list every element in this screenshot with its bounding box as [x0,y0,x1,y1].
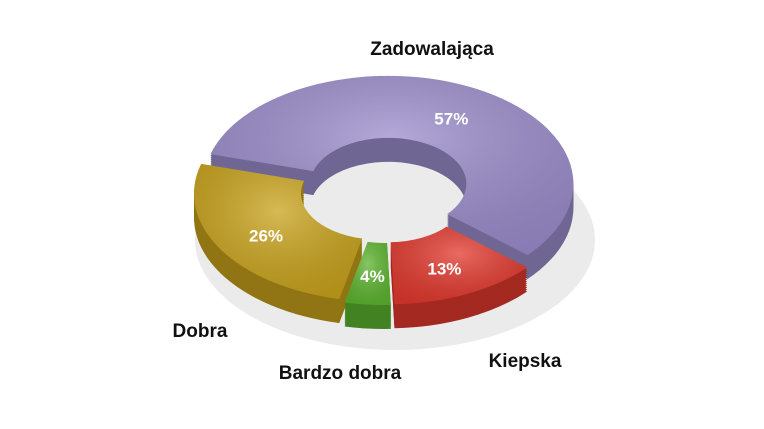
category-label: Dobra [173,321,228,342]
value-label: 13% [427,259,461,278]
value-label: 57% [434,110,468,129]
slice-highlight [390,226,528,305]
value-label: 4% [360,267,385,286]
slice-highlight [344,241,391,305]
category-label: Kiepska [489,351,562,372]
value-label: 26% [249,226,283,245]
category-label: Zadowalająca [370,39,494,60]
category-label: Bardzo dobra [279,363,402,384]
slice-highlight [210,75,574,255]
slice-highlight [193,163,363,300]
